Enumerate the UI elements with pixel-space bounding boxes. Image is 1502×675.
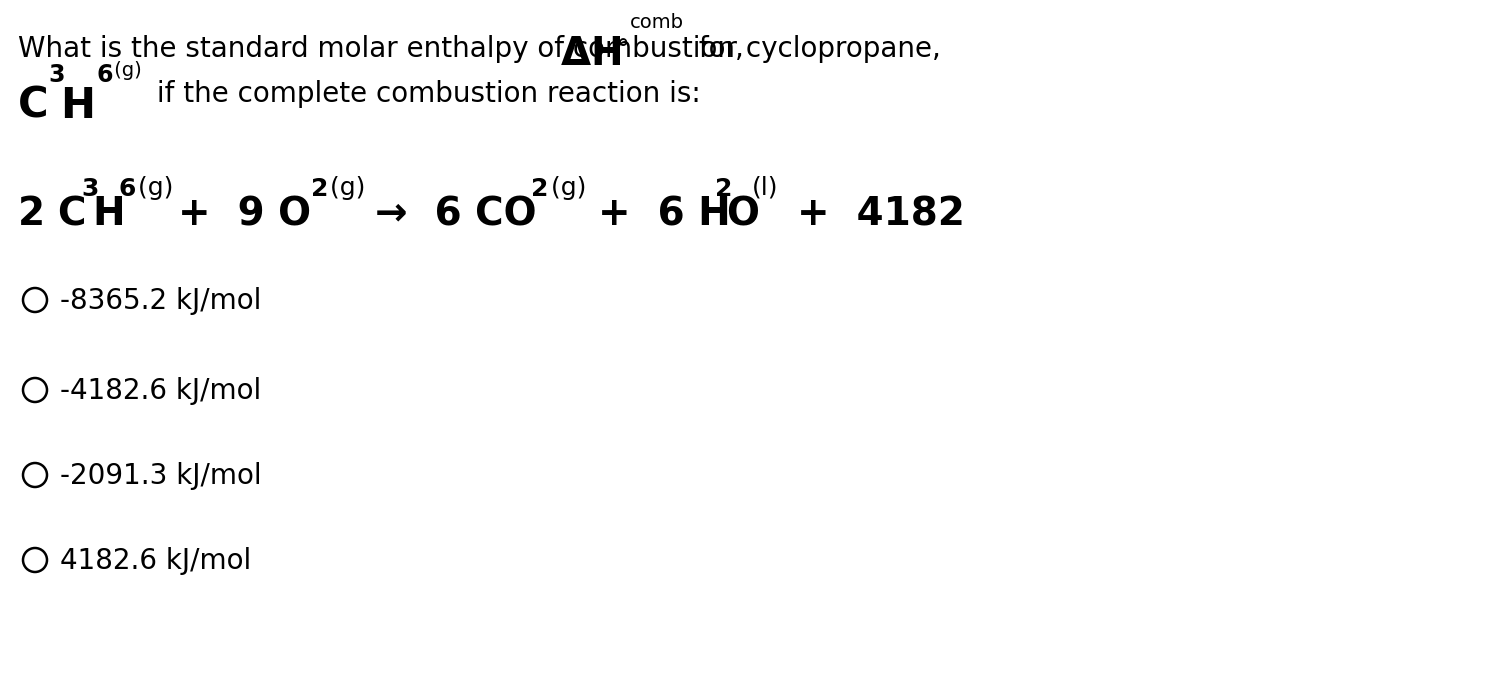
Text: 6: 6 — [119, 177, 135, 201]
Text: 2: 2 — [532, 177, 548, 201]
Text: C: C — [18, 85, 48, 127]
Text: H: H — [92, 195, 125, 233]
Text: (g): (g) — [108, 61, 141, 80]
Text: (g): (g) — [544, 176, 586, 200]
Text: °: ° — [617, 38, 629, 62]
Text: H: H — [60, 85, 95, 127]
Text: →  6 CO: → 6 CO — [376, 195, 536, 233]
Text: 6: 6 — [96, 63, 113, 87]
Text: 2: 2 — [18, 195, 59, 233]
Text: 3: 3 — [81, 177, 98, 201]
Text: if the complete combustion reaction is:: if the complete combustion reaction is: — [149, 80, 701, 108]
Text: O: O — [725, 195, 759, 233]
Text: 4182.6 kJ/mol: 4182.6 kJ/mol — [60, 547, 251, 575]
Text: -8365.2 kJ/mol: -8365.2 kJ/mol — [60, 287, 261, 315]
Text: +  9 O: + 9 O — [179, 195, 311, 233]
Text: 2: 2 — [311, 177, 329, 201]
Text: $\bf{\Delta H}$: $\bf{\Delta H}$ — [560, 35, 622, 73]
Text: What is the standard molar enthalpy of combustion,: What is the standard molar enthalpy of c… — [18, 35, 762, 63]
Text: (g): (g) — [131, 176, 173, 200]
Text: for cyclopropane,: for cyclopropane, — [689, 35, 940, 63]
Text: 3: 3 — [48, 63, 65, 87]
Text: +  4182: + 4182 — [798, 195, 964, 233]
Text: C: C — [57, 195, 86, 233]
Text: -4182.6 kJ/mol: -4182.6 kJ/mol — [60, 377, 261, 405]
Text: comb: comb — [629, 13, 683, 32]
Text: (g): (g) — [321, 176, 365, 200]
Text: 2: 2 — [715, 177, 733, 201]
Text: -2091.3 kJ/mol: -2091.3 kJ/mol — [60, 462, 261, 490]
Text: +  6 H: + 6 H — [598, 195, 731, 233]
Text: (l): (l) — [753, 176, 778, 200]
